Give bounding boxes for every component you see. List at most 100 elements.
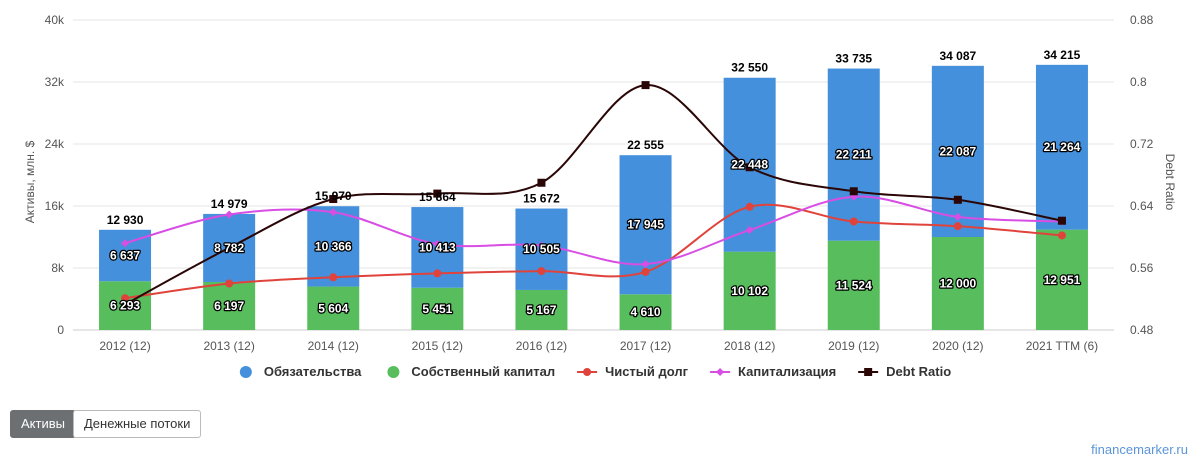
watermark-text: financemarker.ru <box>1091 442 1188 457</box>
total-assets-label: 15 864 <box>419 190 456 204</box>
legend-symbol <box>387 366 400 378</box>
x-tick-label: 2014 (12) <box>308 339 359 353</box>
lines <box>121 81 1066 309</box>
legend-item-debt-ratio: Debt Ratio <box>858 364 951 379</box>
bar-equity <box>203 281 256 330</box>
equity-value-label: 4 610 <box>631 305 661 319</box>
y-tick-label: 40k <box>45 13 65 27</box>
legend-label: Debt Ratio <box>886 364 951 379</box>
bar-equity <box>515 289 568 330</box>
y-axis-right-title: Debt Ratio <box>1163 154 1177 211</box>
equity-value-label: 6 197 <box>214 299 244 313</box>
equity-value-label: 11 524 <box>836 278 872 292</box>
total-assets-label: 34 215 <box>1044 48 1081 62</box>
y-right-tick-label: 0.64 <box>1130 199 1154 213</box>
total-assets-label: 33 735 <box>835 52 872 66</box>
bar-equity <box>619 294 672 330</box>
market-cap-point <box>121 239 130 248</box>
y-axis-right: 0.48 0.56 0.64 0.72 0.8 0.88 <box>1130 13 1154 337</box>
y-tick-label: 8k <box>51 261 65 275</box>
market-cap-line <box>124 195 1062 266</box>
bar-equity <box>411 287 464 330</box>
debt-ratio-point <box>537 178 546 187</box>
bar-liabilities <box>307 206 360 287</box>
bar-equity <box>307 286 360 330</box>
y-right-tick-label: 0.8 <box>1130 75 1147 89</box>
total-assets-label: 34 087 <box>939 49 976 63</box>
legend-symbol-marker <box>583 368 592 376</box>
x-tick-label: 2018 (12) <box>724 339 775 353</box>
equity-value-label: 5 604 <box>318 301 348 315</box>
x-axis: 2012 (12) 2013 (12) 2014 (12) 2015 (12) 2016… <box>99 339 1098 353</box>
market-cap-point <box>433 239 442 248</box>
debt-ratio-point <box>849 187 858 196</box>
liabilities-value-label: 22 211 <box>836 148 872 162</box>
y-right-tick-label: 0.88 <box>1130 13 1154 27</box>
cash-flows-tab-button[interactable]: Денежные потоки <box>73 410 202 438</box>
liabilities-value-label: 10 366 <box>315 239 352 253</box>
legend-label: Собственный капитал <box>411 364 555 379</box>
debt-ratio-point <box>641 81 650 90</box>
market-cap-point <box>537 241 546 250</box>
bar-liabilities <box>827 68 880 241</box>
equity-value-label: 5 451 <box>422 302 452 316</box>
legend-item-market-cap: Капитализация <box>710 364 836 379</box>
equity-value-label: 12 000 <box>939 277 976 291</box>
legend-label: Чистый долг <box>605 364 689 379</box>
y-tick-label: 0 <box>57 323 64 337</box>
equity-value-label: 5 167 <box>526 303 556 317</box>
net-debt-point <box>433 269 442 278</box>
y-right-tick-label: 0.72 <box>1130 137 1154 151</box>
equity-value-label: 10 102 <box>731 284 768 298</box>
market-cap-point <box>225 210 234 219</box>
net-debt-line <box>124 203 1063 300</box>
debt-ratio-line <box>124 84 1063 306</box>
bar-equity <box>827 240 880 330</box>
liabilities-value-label: 21 264 <box>1044 140 1081 154</box>
market-cap-point <box>953 212 962 221</box>
legend-symbol-marker <box>716 368 725 376</box>
y-right-tick-label: 0.56 <box>1130 261 1154 275</box>
total-assets-label: 14 979 <box>211 197 248 211</box>
x-tick-label: 2020 (12) <box>932 339 983 353</box>
y-axis-left: 0 8k 16k 24k 32k 40k <box>45 13 65 337</box>
debt-ratio-point <box>1057 216 1066 225</box>
net-debt-point <box>641 267 650 276</box>
net-debt-point <box>1057 231 1066 240</box>
y-axis-left-title: Активы, млн. $ <box>23 140 37 223</box>
legend-label: Обязательства <box>264 364 362 379</box>
bar-equity <box>931 237 984 330</box>
market-cap-point <box>329 208 338 217</box>
bar-liabilities <box>931 65 984 238</box>
total-assets-label: 12 930 <box>107 213 144 227</box>
x-tick-label: 2021 TTM (6) <box>1026 339 1098 353</box>
debt-ratio-point <box>745 163 754 172</box>
bar-equity <box>723 251 776 330</box>
x-tick-label: 2016 (12) <box>516 339 567 353</box>
liabilities-value-label: 22 448 <box>731 158 768 172</box>
net-debt-point <box>537 267 546 276</box>
data-labels: 6 293 6 637 12 930 6 197 8 782 14 979 5 604 10 … <box>107 48 1082 321</box>
net-debt-point <box>745 202 754 211</box>
y-tick-label: 24k <box>45 137 65 151</box>
legend-item-liabilities: Обязательства <box>239 364 362 379</box>
legend-label: Капитализация <box>738 364 836 379</box>
debt-ratio-point <box>329 195 338 204</box>
legend: Обязательства Собственный капитал Чистый д… <box>239 364 951 379</box>
net-debt-point <box>953 222 962 231</box>
total-assets-label: 15 970 <box>315 189 352 203</box>
market-cap-point <box>641 260 650 269</box>
legend-symbol-marker <box>864 368 873 376</box>
assets-tab-button[interactable]: Активы <box>10 410 76 438</box>
x-tick-label: 2013 (12) <box>203 339 254 353</box>
liabilities-value-label: 8 782 <box>214 241 244 255</box>
debt-ratio-point <box>433 189 442 198</box>
total-assets-label: 15 672 <box>523 192 560 206</box>
net-debt-point <box>121 294 130 303</box>
net-debt-point <box>849 217 858 226</box>
bar-equity <box>1035 229 1088 330</box>
total-assets-label: 32 550 <box>731 61 768 75</box>
equity-value-label: 6 293 <box>110 299 140 313</box>
liabilities-value-label: 22 087 <box>939 144 976 158</box>
x-tick-label: 2017 (12) <box>620 339 671 353</box>
